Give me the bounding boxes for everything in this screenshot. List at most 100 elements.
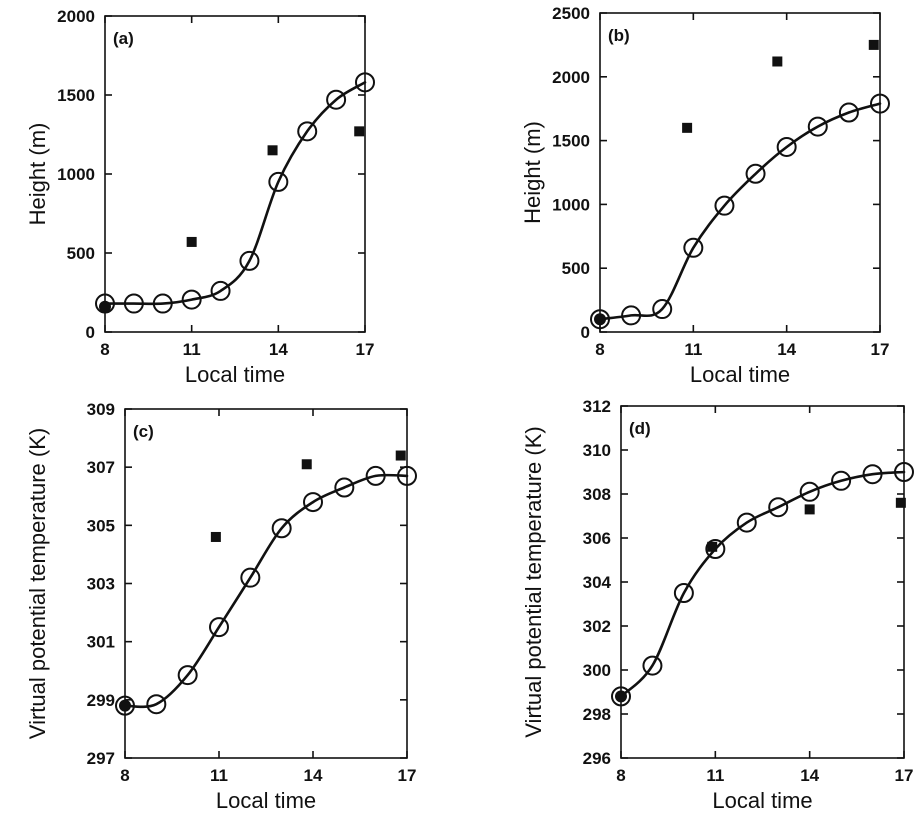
open-circle-point (831, 470, 852, 491)
open-circle-point (181, 289, 202, 310)
open-circle-point (736, 512, 757, 533)
y-tick-label: 296 (583, 749, 611, 768)
panel-label: (c) (133, 422, 154, 441)
filled-square-point (772, 56, 783, 67)
plot-frame (104, 15, 366, 333)
filled-point (119, 699, 131, 712)
chart-panel-c: 297 299 301 303 305 307 309 8 11 14 17 Local time Vi… (25, 400, 417, 813)
filled-square-point (210, 531, 221, 542)
x-tick-label: 14 (777, 340, 796, 359)
open-circle-point (807, 116, 828, 137)
plot-frame (620, 405, 905, 759)
x-tick-label: 8 (100, 340, 109, 359)
chart-panel-b: 0 500 1000 1500 2000 2500 8 11 14 17 Local time Hei… (520, 4, 890, 387)
open-circle-point (894, 462, 914, 482)
open-circle-point (590, 309, 610, 330)
open-circle-point (705, 539, 726, 559)
y-axis-title: Height (m) (25, 123, 50, 226)
y-tick-label: 1500 (552, 132, 590, 151)
x-axis-title: Local time (185, 362, 285, 387)
filled-square-point (895, 497, 906, 508)
y-axis-title: Virtual potential temperature (K) (521, 426, 546, 737)
y-tick-label: 301 (87, 633, 115, 652)
y-tick-label: 306 (583, 529, 611, 548)
y-tick-label: 1000 (57, 165, 95, 184)
x-tick-label: 17 (398, 766, 417, 785)
filled-square-point (682, 122, 693, 133)
y-tick-label: 2000 (552, 68, 590, 87)
open-circle-point (862, 464, 883, 485)
open-circle-point (177, 665, 198, 686)
open-circle-point (240, 567, 261, 588)
series-line (123, 473, 409, 709)
open-circle-point (209, 617, 229, 638)
y-tick-label: 310 (583, 441, 611, 460)
y-tick-label: 309 (87, 400, 115, 419)
x-tick-label: 8 (120, 766, 129, 785)
y-tick-label: 302 (583, 617, 611, 636)
y-tick-label: 2000 (57, 7, 95, 26)
open-circle-point (152, 293, 173, 314)
open-circle-point (123, 293, 144, 314)
filled-point (594, 313, 606, 326)
y-tick-label: 304 (583, 573, 612, 592)
y-tick-label: 303 (87, 575, 115, 594)
open-circle-point (745, 163, 766, 184)
chart-panel-a: 0 500 1000 1500 2000 8 11 14 17 Local time Height … (25, 7, 375, 387)
y-tick-label: 500 (67, 244, 95, 263)
open-circle-point (297, 121, 318, 142)
filled-square-point (868, 39, 879, 50)
series-line (619, 470, 906, 698)
plot-frame (599, 12, 881, 333)
series-line (598, 102, 882, 321)
x-tick-label: 11 (210, 766, 228, 785)
x-tick-label: 17 (356, 340, 375, 359)
filled-square-point (395, 450, 406, 461)
open-circle-point (326, 89, 347, 110)
x-tick-label: 17 (871, 340, 890, 359)
panel-label: (d) (629, 419, 651, 438)
filled-square-point (186, 236, 197, 247)
x-tick-label: 14 (269, 340, 288, 359)
x-tick-label: 14 (304, 766, 323, 785)
x-tick-label: 17 (895, 766, 914, 785)
y-tick-label: 305 (87, 516, 115, 535)
x-axis-title: Local time (712, 788, 812, 813)
open-circle-point (355, 72, 375, 93)
filled-square-point (301, 459, 312, 470)
y-axis-title: Virtual potential temperature (K) (25, 428, 50, 739)
y-tick-label: 297 (87, 749, 115, 768)
y-tick-label: 2500 (552, 4, 590, 23)
y-tick-label: 312 (583, 397, 611, 416)
x-tick-label: 8 (616, 766, 625, 785)
filled-square-point (354, 126, 365, 137)
y-axis-title: Height (m) (520, 121, 545, 224)
y-tick-label: 307 (87, 458, 115, 477)
x-tick-label: 11 (183, 340, 201, 359)
y-tick-label: 308 (583, 485, 611, 504)
open-circle-point (673, 583, 694, 603)
panel-label: (b) (608, 26, 630, 45)
series-line (103, 81, 367, 306)
open-circle-point (365, 465, 386, 486)
y-tick-label: 1000 (552, 195, 590, 214)
y-tick-label: 1500 (57, 86, 95, 105)
filled-square-point (804, 504, 815, 515)
open-circle-point (210, 280, 231, 301)
open-circle-point (768, 497, 789, 518)
plot-frame (124, 408, 408, 759)
open-circle-point (714, 195, 735, 216)
open-circle-point (397, 465, 417, 486)
open-circle-point (611, 686, 631, 707)
y-tick-label: 299 (87, 691, 115, 710)
chart-panel-d: 296 298 300 302 304 306 308 310 312 8 11 14 17 Local … (521, 397, 914, 813)
y-tick-label: 300 (583, 661, 611, 680)
open-circle-point (239, 250, 260, 271)
open-circle-point (838, 102, 859, 123)
filled-square-point (707, 541, 718, 552)
filled-point (99, 300, 111, 313)
open-circle-point (870, 93, 890, 114)
open-circle-point (115, 695, 135, 716)
panel-label: (a) (113, 29, 134, 48)
filled-square-point (267, 145, 278, 156)
